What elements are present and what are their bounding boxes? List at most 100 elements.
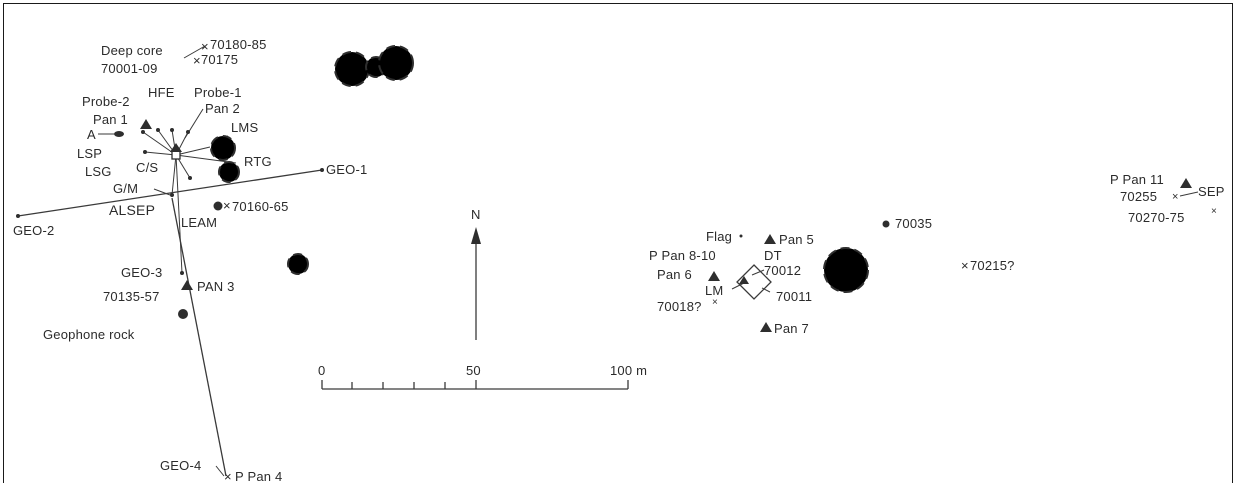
leader-deep-core bbox=[183, 45, 206, 59]
label-lms: LMS bbox=[231, 120, 259, 135]
label-deep-core: Deep core bbox=[101, 43, 163, 58]
label-70012: 70012 bbox=[764, 263, 802, 278]
crater-1 bbox=[334, 51, 370, 87]
cable-lsg bbox=[144, 151, 177, 156]
label-70270-75: 70270-75 bbox=[1128, 210, 1185, 225]
central-station-marker bbox=[171, 150, 181, 160]
sample-70160-marker bbox=[213, 201, 223, 211]
label-pan-2: Pan 2 bbox=[205, 101, 240, 116]
geophone-rock-marker bbox=[178, 309, 188, 319]
lsg-marker bbox=[143, 150, 147, 154]
label-70160-65: 70160-65 bbox=[232, 199, 289, 214]
label-geo-3: GEO-3 bbox=[121, 265, 163, 280]
label-geo-2: GEO-2 bbox=[13, 223, 55, 238]
label-dt: DT bbox=[764, 248, 782, 263]
pan7-marker bbox=[760, 322, 772, 332]
scale-label-0: 0 bbox=[318, 363, 326, 378]
label-70160-65-marker: × bbox=[223, 198, 231, 213]
label-hfe: HFE bbox=[148, 85, 175, 100]
label-70180-85: 70180-85 bbox=[210, 37, 267, 52]
pan1-marker bbox=[140, 119, 152, 129]
label-geophone-rock: Geophone rock bbox=[43, 327, 135, 342]
pan3-marker bbox=[181, 280, 193, 290]
north-label: N bbox=[471, 207, 481, 222]
probe1-marker bbox=[186, 130, 190, 134]
geophone-line-geo2-geo1 bbox=[17, 169, 323, 217]
crater-rtg-2 bbox=[218, 161, 240, 183]
label-70215: 70215? bbox=[970, 258, 1015, 273]
label-pan-5: Pan 5 bbox=[779, 232, 814, 247]
cable-gm bbox=[171, 154, 177, 196]
label-alsep: ALSEP bbox=[109, 202, 156, 218]
leader-sep bbox=[1179, 191, 1199, 197]
hfe-marker bbox=[170, 128, 174, 132]
label-70215-marker: × bbox=[961, 258, 969, 273]
label-p-pan-8-10: P Pan 8-10 bbox=[649, 248, 716, 263]
label-flag: Flag bbox=[706, 229, 733, 244]
label-pan-3: PAN 3 bbox=[197, 279, 235, 294]
label-70175: 70175 bbox=[201, 52, 239, 67]
label-a: A bbox=[87, 127, 96, 142]
label-p-pan-4: P Pan 4 bbox=[235, 469, 283, 484]
scale-label-100: 100 m bbox=[610, 363, 648, 378]
label-pan-1: Pan 1 bbox=[93, 112, 128, 127]
label-70255-marker: × bbox=[1172, 191, 1179, 203]
cable-lms bbox=[175, 146, 211, 156]
label-pan-6: Pan 6 bbox=[657, 267, 692, 282]
crater-rtg-1 bbox=[210, 135, 236, 161]
crater-lm bbox=[823, 247, 869, 293]
label-rtg: RTG bbox=[244, 154, 272, 169]
label-probe-2: Probe-2 bbox=[82, 94, 130, 109]
label-70018: 70018? bbox=[657, 299, 702, 314]
north-arrow-head bbox=[471, 227, 481, 244]
label-p-pan-11: P Pan 11 bbox=[1110, 172, 1164, 187]
pan5-marker bbox=[764, 234, 776, 244]
pan11-marker bbox=[1180, 178, 1192, 188]
label-pan-7: Pan 7 bbox=[774, 321, 809, 336]
label-cs: C/S bbox=[136, 160, 159, 175]
label-70018-marker: × bbox=[712, 297, 719, 308]
leader-70012 bbox=[751, 269, 765, 276]
gm-marker bbox=[170, 193, 174, 197]
label-lsp: LSP bbox=[77, 146, 103, 161]
label-geo-1: GEO-1 bbox=[326, 162, 368, 177]
label-leam: LEAM bbox=[181, 215, 218, 230]
label-70180-85-marker: × bbox=[201, 39, 209, 54]
label-sep: SEP bbox=[1198, 184, 1225, 199]
label-lm: LM bbox=[705, 283, 724, 298]
leader-geo4 bbox=[215, 465, 225, 477]
a-marker bbox=[114, 131, 124, 137]
sample-70035-marker bbox=[882, 220, 890, 228]
label-70035: 70035 bbox=[895, 216, 933, 231]
scale-label-50: 50 bbox=[466, 363, 481, 378]
cable-lsp bbox=[142, 131, 177, 156]
label-p-pan-4-marker: × bbox=[224, 469, 232, 484]
probe2-marker bbox=[156, 128, 160, 132]
label-probe-1: Probe-1 bbox=[194, 85, 242, 100]
label-70011: 70011 bbox=[776, 289, 813, 304]
leader-gm bbox=[153, 188, 171, 196]
label-70255: 70255 bbox=[1120, 189, 1158, 204]
geo2-marker bbox=[16, 214, 20, 218]
pan6-marker bbox=[708, 271, 720, 281]
label-gm: G/M bbox=[113, 181, 139, 196]
lms-marker bbox=[170, 143, 182, 152]
label-70001-09: 70001-09 bbox=[101, 61, 158, 76]
lsp-marker bbox=[141, 130, 145, 134]
label-lsg: LSG bbox=[85, 164, 112, 179]
flag-marker bbox=[739, 234, 743, 238]
label-70135-57: 70135-57 bbox=[103, 289, 160, 304]
crater-3 bbox=[378, 45, 414, 81]
geo3-marker bbox=[180, 271, 184, 275]
label-geo-4: GEO-4 bbox=[160, 458, 202, 473]
leam-marker bbox=[188, 176, 192, 180]
lm-outline bbox=[736, 264, 772, 300]
cable-geo3 bbox=[175, 154, 183, 274]
geo1-marker bbox=[320, 168, 324, 172]
p-pan-8-10-marker bbox=[739, 276, 749, 284]
label-70270-75-marker: × bbox=[1211, 206, 1218, 217]
label-70175-marker: × bbox=[193, 53, 201, 68]
crater-4 bbox=[287, 253, 309, 275]
